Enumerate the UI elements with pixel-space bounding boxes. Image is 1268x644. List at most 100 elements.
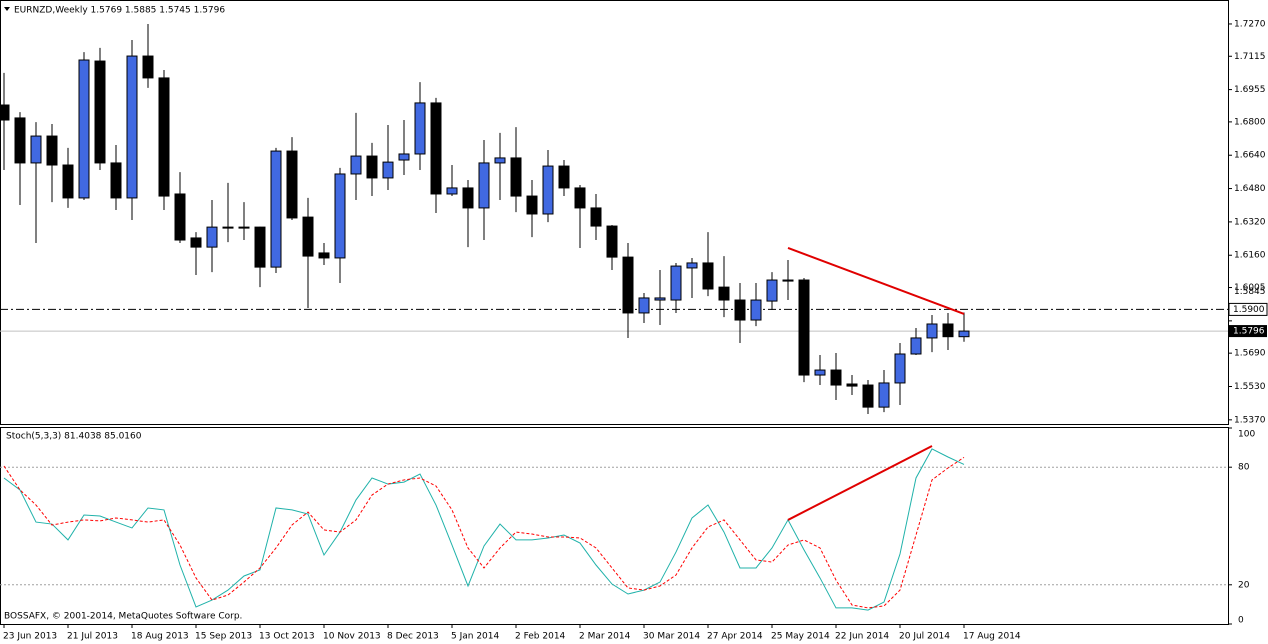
y-tick-label: 80 [1238, 463, 1250, 473]
x-tick-label: 18 Aug 2013 [131, 632, 189, 642]
y-tick-label: 1.5530 [1234, 382, 1266, 392]
y-tick-label: 0 [1238, 616, 1244, 626]
candle-body [590, 207, 602, 227]
candle-body [766, 279, 778, 302]
candle-body [510, 157, 522, 197]
x-tick-label: 20 Jul 2014 [899, 632, 950, 642]
candle-body [206, 226, 218, 248]
x-tick-label: 10 Nov 2013 [323, 632, 381, 642]
candle-body [478, 162, 490, 209]
candle-body [270, 150, 282, 268]
candle-body [302, 216, 314, 257]
candle-body [462, 187, 474, 209]
y-tick-label: 1.5370 [1234, 415, 1266, 425]
candle-body [414, 102, 426, 155]
candle-body [398, 153, 410, 161]
x-tick-label: 17 Aug 2014 [963, 632, 1021, 642]
x-tick-label: 13 Oct 2013 [259, 632, 315, 642]
candle-body [62, 164, 74, 199]
y-tick-label: 1.6005 [1234, 283, 1266, 293]
candle-body [862, 384, 874, 408]
candle-body [654, 297, 666, 301]
y-tick-label: 1.6800 [1234, 117, 1266, 127]
footer: BOSSAFX, © 2001-2014, MetaQuotes Softwar… [4, 612, 242, 622]
candle-body [158, 77, 170, 197]
x-tick-label: 25 May 2014 [771, 632, 830, 642]
candle-body [142, 55, 154, 79]
candle-body [190, 237, 202, 248]
candle-body [14, 117, 26, 164]
candle-body [542, 165, 554, 215]
candle-body [238, 226, 250, 229]
candle-body [78, 59, 90, 199]
y-tick-label: 20 [1238, 580, 1250, 590]
candle-body [894, 353, 906, 384]
candle-body [910, 337, 922, 355]
trend-line [787, 445, 933, 521]
candle-body [126, 55, 138, 199]
candle-body [942, 323, 954, 338]
level-label: 1.5900 [1233, 305, 1265, 315]
candle-body [670, 265, 682, 301]
candle-body [110, 162, 122, 199]
candle-body [46, 135, 58, 166]
x-tick-label: 22 Jun 2014 [835, 632, 889, 642]
x-tick-label: 2 Mar 2014 [579, 632, 631, 642]
x-tick-label: 8 Dec 2013 [387, 632, 439, 642]
candle-body [734, 299, 746, 321]
x-tick-label: 23 Jun 2013 [3, 632, 57, 642]
y-tick-label: 1.5845 [1234, 287, 1266, 297]
candle-body [814, 369, 826, 376]
menu-arrow [4, 7, 10, 11]
stoch-line [3, 456, 965, 609]
y-tick-label: 1.5690 [1234, 349, 1266, 359]
candle-body [686, 262, 698, 269]
candle-body [574, 187, 586, 209]
price-panel [0, 0, 1229, 425]
candle-body [318, 252, 330, 259]
y-tick-label: 1.7115 [1234, 52, 1266, 62]
candle-body [286, 150, 298, 219]
y-tick-label: 1.6955 [1234, 85, 1266, 95]
chart-title: EURNZD,Weekly 1.5769 1.5885 1.5745 1.579… [14, 6, 225, 16]
trend-line [787, 247, 965, 315]
candle-body [526, 195, 538, 215]
y-tick-label: 1.6160 [1234, 251, 1266, 261]
last-price-label: 1.5796 [1233, 327, 1265, 337]
candle-body [558, 165, 570, 189]
y-tick-label: 1.6480 [1234, 184, 1266, 194]
candle-body [926, 323, 938, 339]
candle-body [94, 60, 106, 164]
candle-body [334, 173, 346, 259]
candle-body [430, 102, 442, 195]
candle-body [622, 256, 634, 314]
candle-body [350, 155, 362, 175]
y-tick-label: 1.6640 [1234, 151, 1266, 161]
level-label-box [1228, 302, 1268, 316]
candle-body [846, 383, 858, 387]
candle-body [382, 161, 394, 179]
y-tick-label: 1.6320 [1234, 217, 1266, 227]
candle-body [958, 330, 970, 338]
last-price-box [1229, 325, 1267, 338]
candle-body [830, 369, 842, 386]
y-tick-label: 100 [1238, 430, 1255, 440]
candle-body [0, 104, 10, 121]
candle-body [222, 226, 234, 229]
x-tick-label: 2 Feb 2014 [515, 632, 566, 642]
y-tick-label: 1.7270 [1234, 19, 1266, 29]
candle-body [798, 279, 810, 376]
candle-body [702, 262, 714, 290]
indicator-title: Stoch(5,3,3) 81.4038 85.0160 [6, 432, 142, 442]
candle-body [446, 187, 458, 195]
x-tick-label: 5 Jan 2014 [451, 632, 499, 642]
candle-body [254, 226, 266, 268]
candle-body [494, 157, 506, 164]
candle-body [750, 299, 762, 321]
candle-body [782, 279, 794, 282]
candle-body [638, 297, 650, 314]
candle-body [30, 135, 42, 164]
x-tick-label: 27 Apr 2014 [707, 632, 763, 642]
